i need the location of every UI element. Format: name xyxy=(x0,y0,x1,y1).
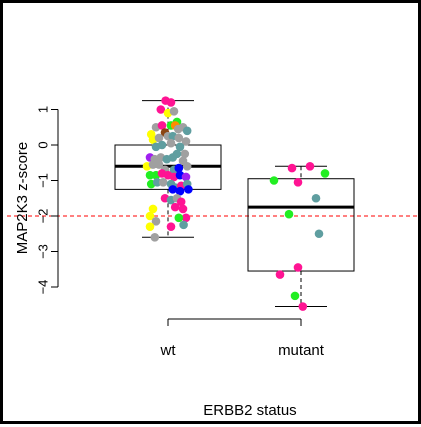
data-point xyxy=(176,197,186,207)
data-point xyxy=(168,185,178,194)
data-point xyxy=(314,229,324,239)
data-point xyxy=(174,163,184,173)
data-point xyxy=(148,204,158,214)
data-point xyxy=(157,121,167,130)
x-tick-label: wt xyxy=(160,342,177,359)
data-point xyxy=(175,186,185,196)
data-point xyxy=(166,222,176,231)
data-point xyxy=(182,162,192,171)
data-point xyxy=(152,177,162,187)
data-point xyxy=(154,133,164,143)
data-point xyxy=(320,169,330,178)
data-point xyxy=(170,202,180,212)
x-tick-label: mutant xyxy=(278,342,325,359)
y-tick-label: −1 xyxy=(35,173,50,188)
data-point xyxy=(145,211,155,221)
data-point xyxy=(158,177,168,187)
data-point xyxy=(181,137,191,146)
data-point xyxy=(145,222,155,231)
data-point xyxy=(148,160,158,169)
x-axis-label: ERBB2 status xyxy=(203,402,296,419)
data-point xyxy=(151,217,161,226)
data-point xyxy=(174,133,184,143)
data-point xyxy=(298,302,308,311)
box-iqr xyxy=(247,178,355,272)
data-point xyxy=(275,270,285,279)
data-point xyxy=(157,140,167,150)
y-tick-label: −3 xyxy=(35,244,50,259)
data-point xyxy=(293,263,303,272)
data-point xyxy=(293,177,303,187)
y-tick-label: 0 xyxy=(35,141,50,148)
data-point xyxy=(174,213,184,223)
data-point xyxy=(181,213,191,223)
boxplot-chart: 1 0 −1 −2 −3 −4 wt mutant MAP2K3 z-score ERBB2 … xyxy=(7,96,420,419)
data-point xyxy=(181,172,191,182)
data-point xyxy=(284,209,294,219)
data-point xyxy=(175,142,185,152)
y-axis-label: MAP2K3 z-score xyxy=(14,142,31,255)
data-point xyxy=(169,106,179,116)
y-tick-label: −4 xyxy=(35,280,50,295)
y-tick-label: −2 xyxy=(35,209,50,224)
data-point xyxy=(290,291,300,301)
data-point xyxy=(156,105,166,114)
data-point xyxy=(178,204,188,214)
data-point xyxy=(166,138,176,148)
data-point xyxy=(172,149,182,159)
data-point xyxy=(269,176,279,185)
data-point xyxy=(154,160,164,169)
data-point xyxy=(184,185,193,194)
data-point xyxy=(305,162,315,171)
y-tick-label: 1 xyxy=(35,106,50,113)
data-point xyxy=(182,126,192,136)
data-point xyxy=(287,163,297,173)
data-point xyxy=(150,233,160,242)
data-point xyxy=(145,170,155,180)
data-point xyxy=(179,220,188,230)
data-point xyxy=(180,149,190,159)
data-point xyxy=(311,193,321,203)
data-point xyxy=(166,98,176,107)
